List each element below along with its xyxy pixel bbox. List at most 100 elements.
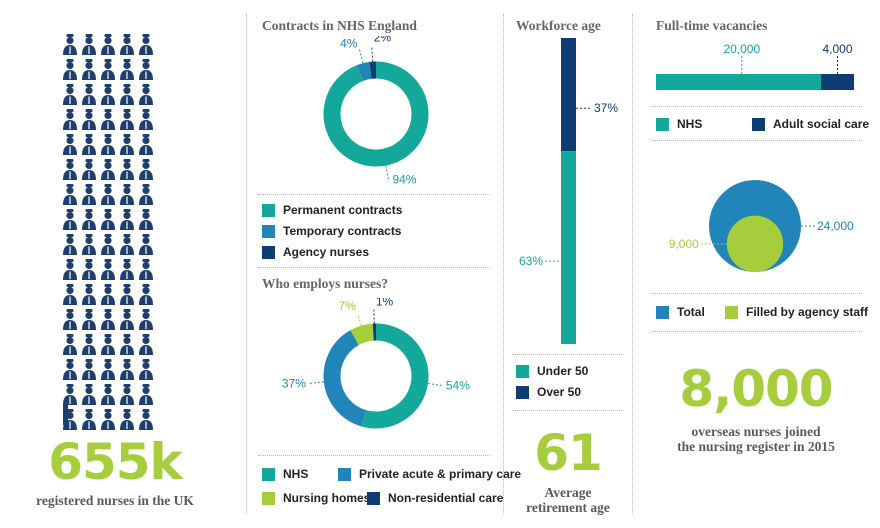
nurse-figure-icon [62, 208, 78, 231]
legend-filled-by-agency: Filled by agency staff [725, 305, 868, 319]
nurse-figure-icon [138, 408, 154, 431]
legend-over-50: Over 50 [516, 385, 581, 399]
retirement-age-caption-2: retirement age [526, 500, 610, 515]
overseas-nurses-number: 8,000 [679, 360, 833, 418]
nurse-figure-icon [100, 383, 116, 406]
bar-label: 63% [519, 254, 543, 268]
nurse-figure-icon [138, 258, 154, 281]
nurse-figure-icon [81, 208, 97, 231]
nurse-figure-icon [100, 133, 116, 156]
slice-label: 54% [446, 378, 470, 392]
legend-label: NHS [283, 467, 309, 481]
leader-line [371, 45, 374, 62]
donut-slice [323, 61, 429, 167]
nurse-figure-icon [119, 308, 135, 331]
legend-swatch [338, 467, 351, 481]
legend-label: Under 50 [537, 364, 589, 378]
nurse-figure-icon [119, 383, 135, 406]
legend-swatch [516, 364, 529, 378]
bar-label: 4,000 [822, 42, 852, 56]
nurse-figure-icon [138, 158, 154, 181]
legend-vacancies-nhs: NHS [656, 117, 702, 131]
registered-nurses-caption: registered nurses in the UK [36, 493, 194, 508]
nurse-figure-icon [100, 358, 116, 381]
nurse-figure-icon [119, 58, 135, 81]
nurse-figure-icon [62, 133, 78, 156]
nurse-figure-icon [100, 258, 116, 281]
nurse-figure-icon [81, 383, 97, 406]
column-divider [632, 14, 633, 514]
legend-label: Private acute & primary care [359, 467, 522, 481]
nurse-figure-icon [138, 383, 154, 406]
section-divider [652, 106, 862, 107]
legend-swatch [262, 224, 275, 238]
legend-label: Non-residential care [388, 491, 504, 505]
nurse-figure-icon [100, 283, 116, 306]
nurse-figure-icon [138, 183, 154, 206]
legend-non-residential-care: Non-residential care [367, 491, 503, 505]
legend-total: Total [656, 305, 705, 319]
bar-over-50 [561, 38, 576, 152]
legend-swatch [262, 491, 275, 505]
legend-label: NHS [677, 117, 703, 131]
legend-permanent-contracts: Permanent contracts [262, 203, 402, 217]
vacancies-bar-chart: 20,000 4,000 [656, 42, 854, 90]
vacancies-circle-chart: 24,000 9,000 [669, 180, 854, 272]
nurse-figure-icon [100, 83, 116, 106]
workforce-age-title: Workforce age [516, 18, 601, 33]
legend-swatch [725, 305, 738, 319]
nurse-figure-icon [62, 283, 78, 306]
leader-line [427, 382, 442, 386]
slice-label: 1% [376, 298, 394, 309]
nurse-figure-icon [81, 183, 97, 206]
donut-slice [356, 61, 372, 82]
nurse-figure-icon [62, 308, 78, 331]
legend-swatch [656, 305, 669, 319]
legend-label: Temporary contracts [283, 224, 402, 238]
legend-swatch [656, 117, 669, 131]
nurse-figure-icon [100, 333, 116, 356]
legend-label: Nursing homes [283, 491, 371, 505]
nurse-figure-icon [119, 333, 135, 356]
nurse-figure-icon [138, 133, 154, 156]
legend-temporary-contracts: Temporary contracts [262, 224, 401, 238]
nurse-figure-icon [119, 108, 135, 131]
circle-label: 24,000 [817, 219, 854, 233]
legend-nhs: NHS [262, 467, 308, 481]
contracts-title: Contracts in NHS England [262, 18, 417, 33]
nurse-figure-icon [81, 58, 97, 81]
bar-under-50 [561, 151, 576, 344]
section-divider [258, 267, 490, 268]
employers-title: Who employs nurses? [262, 276, 389, 291]
overseas-caption-2: the nursing register in 2015 [677, 439, 835, 454]
section-divider [512, 354, 624, 355]
nurse-figure-icon [81, 34, 97, 56]
nurse-figure-icon [62, 183, 78, 206]
legend-swatch [367, 491, 380, 505]
donut-slice [361, 323, 429, 429]
bar-label: 37% [594, 101, 618, 115]
legend-nursing-homes: Nursing homes [262, 491, 370, 505]
workforce-age-bar-chart: 37% 63% [519, 38, 618, 344]
nurse-figure-icon [138, 333, 154, 356]
vacancies-title: Full-time vacancies [656, 18, 768, 33]
nurse-figure-partial-icon [63, 404, 68, 425]
nurse-figure-icon [138, 233, 154, 256]
legend-label: Adult social care [773, 117, 870, 131]
legend-under-50: Under 50 [516, 364, 588, 378]
nurse-figure-icon [100, 158, 116, 181]
column-divider [246, 14, 247, 514]
employers-donut-chart: 54% 37% 7% 1% [282, 298, 470, 429]
nurse-figure-icon [81, 333, 97, 356]
slice-label: 7% [338, 299, 356, 313]
bar-nhs [656, 74, 821, 90]
nurse-figure-icon [138, 83, 154, 106]
nurse-figure-icon [100, 58, 116, 81]
section-divider [258, 455, 490, 456]
nurse-figure-icon [81, 158, 97, 181]
nurse-figure-icon [62, 358, 78, 381]
nurse-figure-icon [62, 34, 78, 56]
slice-label: 94% [392, 172, 416, 186]
legend-swatch [262, 245, 275, 259]
nurse-figure-icon [119, 208, 135, 231]
